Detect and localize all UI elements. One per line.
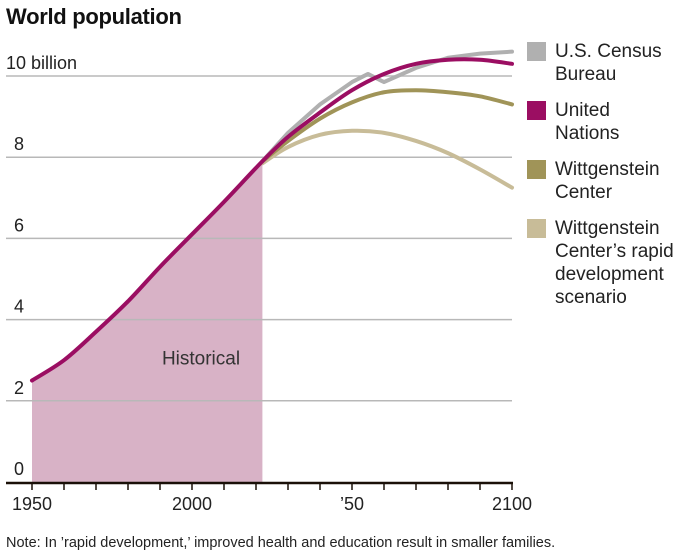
- legend-label: United: [555, 100, 610, 121]
- legend-item: U.S. Census Bureau: [527, 40, 686, 86]
- legend: U.S. Census Bureau United Nations Wittgenste…: [527, 40, 686, 322]
- y-tick-label: 6: [14, 215, 24, 235]
- y-tick-label: 8: [14, 134, 24, 154]
- legend-label: Wittgenstein: [555, 218, 660, 239]
- x-tick-label: 1950: [12, 494, 52, 514]
- y-tick-label: 4: [14, 297, 24, 317]
- legend-swatch: [527, 219, 546, 238]
- x-tick-label: 2100: [492, 494, 532, 514]
- series-line-census: [260, 49, 514, 164]
- legend-item: United Nations: [527, 99, 686, 145]
- legend-item: Wittgenstein Center’s rapid development sce…: [527, 217, 686, 309]
- y-tick-label: 10 billion: [6, 53, 77, 73]
- legend-label: Wittgenstein: [555, 159, 660, 180]
- historical-label: Historical: [162, 348, 240, 369]
- y-tick-label: 2: [14, 378, 24, 398]
- legend-swatch: [527, 42, 546, 61]
- x-tick-label: ’50: [340, 494, 364, 514]
- legend-label: U.S. Census: [555, 41, 662, 62]
- series-line-rapid: [260, 128, 514, 190]
- chart-title: World population: [6, 4, 182, 29]
- legend-swatch: [527, 160, 546, 179]
- series-line-un: [30, 57, 514, 383]
- legend-label: Bureau: [555, 64, 617, 85]
- legend-label: scenario: [555, 287, 627, 308]
- legend-label: development: [555, 264, 664, 285]
- legend-label: Center’s rapid: [555, 241, 674, 262]
- series-line-wittgenstein: [260, 88, 514, 164]
- legend-label: Center: [555, 182, 613, 203]
- chart-note: Note: In ’rapid development,’ improved h…: [6, 535, 556, 551]
- y-tick-label: 0: [14, 459, 24, 479]
- x-tick-label: 2000: [172, 494, 212, 514]
- legend-swatch: [527, 101, 546, 120]
- legend-label: Nations: [555, 123, 620, 144]
- legend-item: Wittgenstein Center: [527, 158, 686, 204]
- historical-area: [32, 161, 263, 482]
